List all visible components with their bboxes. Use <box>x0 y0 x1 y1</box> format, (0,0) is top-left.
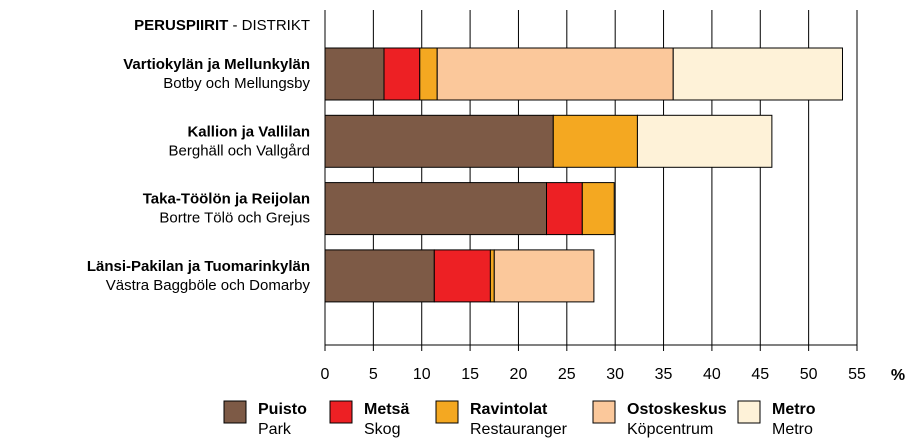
bar-segment <box>489 249 495 303</box>
x-tick-label: 35 <box>655 366 673 383</box>
bar-segment <box>383 47 421 101</box>
bar-segment <box>324 114 554 168</box>
legend-swatch <box>592 400 616 424</box>
category-label: Vartiokylän ja Mellunkylän <box>123 56 310 73</box>
x-tick-label: 10 <box>413 366 431 383</box>
category-sublabel: Västra Baggböle och Domarby <box>106 277 311 294</box>
bar-segment <box>433 249 491 303</box>
category-label: Länsi-Pakilan ja Tuomarinkylän <box>87 258 310 275</box>
x-tick-label: 25 <box>558 366 576 383</box>
title-rest: - DISTRIKT <box>233 17 311 34</box>
bar-segment <box>324 47 385 101</box>
x-tick-label: 40 <box>703 366 721 383</box>
legend-label: Metro <box>772 401 816 418</box>
bar-segment <box>324 182 548 236</box>
legend-swatch <box>329 400 353 424</box>
category-label: Kallion ja Vallilan <box>187 123 310 140</box>
legend-label: Ravintolat <box>470 401 548 418</box>
legend-label: Puisto <box>258 401 307 418</box>
x-tick-label: 30 <box>606 366 624 383</box>
legend-sublabel: Metro <box>772 421 813 438</box>
legend-label: Ostoskeskus <box>627 401 727 418</box>
legend-swatch <box>737 400 761 424</box>
legend-swatch <box>435 400 459 424</box>
legend-label: Metsä <box>364 401 409 418</box>
legend-sublabel: Köpcentrum <box>627 421 713 438</box>
legend-sublabel: Restauranger <box>470 421 568 438</box>
title-bold: PERUSPIIRIT <box>134 17 228 34</box>
x-tick-label: 45 <box>751 366 769 383</box>
bar-segment <box>552 114 638 168</box>
bar-segment <box>672 47 843 101</box>
bar-segment <box>546 182 583 236</box>
legend-swatch <box>223 400 247 424</box>
x-tick-label: 5 <box>369 366 378 383</box>
category-label: Taka-Töölön ja Reijolan <box>143 191 310 208</box>
bar-segment <box>493 249 595 303</box>
legend-sublabel: Skog <box>364 421 400 438</box>
x-unit: % <box>891 367 905 384</box>
x-tick-label: 15 <box>461 366 479 383</box>
bar-segment <box>324 249 435 303</box>
category-sublabel: Botby och Mellungsby <box>163 75 310 92</box>
x-tick-label: 55 <box>848 366 866 383</box>
x-tick-label: 0 <box>321 366 330 383</box>
bar-segment <box>419 47 438 101</box>
legend-sublabel: Park <box>258 421 292 438</box>
x-tick-label: 50 <box>800 366 818 383</box>
category-sublabel: Berghäll och Vallgård <box>169 142 310 159</box>
bar-segment <box>636 114 773 168</box>
chart-title: PERUSPIIRIT - DISTRIKT <box>134 17 310 34</box>
bar-segment <box>436 47 674 101</box>
bar-segment <box>581 182 615 236</box>
x-tick-label: 20 <box>510 366 528 383</box>
category-sublabel: Bortre Tölö och Grejus <box>159 210 310 227</box>
